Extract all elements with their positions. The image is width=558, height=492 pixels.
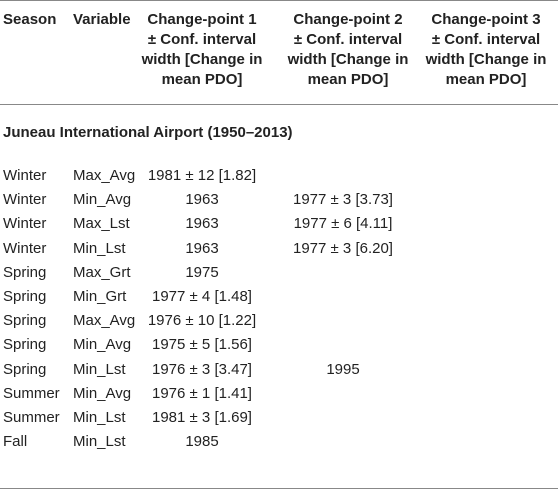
section-title: Juneau International Airport (1950–2013)	[3, 124, 293, 141]
cell-variable: Min_Grt	[73, 288, 127, 305]
cell-variable: Min_Avg	[73, 191, 132, 209]
cell-season: Spring	[3, 288, 47, 305]
cell-change-point-1: 1963	[185, 191, 219, 209]
cell-change-point-1: 1976 ± 3 [3.47]	[152, 360, 252, 378]
table-row: Fall Min_Lst 1985	[0, 430, 558, 454]
cell-season: Spring	[3, 360, 47, 378]
bottom-rule	[0, 488, 558, 489]
cell-variable: Min_Avg	[73, 336, 132, 354]
header-change-point-1: Change-point 1 ± Conf. interval width [C…	[141, 11, 263, 88]
cell-change-point-1: 1975 ± 5 [1.56]	[152, 336, 252, 354]
table-row: Winter Max_Lst 1963 1977 ± 6 [4.11]	[0, 212, 558, 236]
cell-change-point-1: 1981 ± 12 [1.82]	[147, 167, 257, 184]
cell-variable: Max_Avg	[73, 312, 136, 330]
cell-change-point-2: 1977 ± 6 [4.11]	[293, 215, 393, 233]
cell-variable: Max_Grt	[73, 263, 131, 281]
header-change-point-2: Change-point 2 ± Conf. interval width [C…	[287, 11, 409, 88]
cell-change-point-2: 1995	[326, 360, 360, 378]
cell-change-point-2: 1977 ± 3 [6.20]	[293, 239, 393, 257]
cell-variable: Max_Lst	[73, 215, 130, 233]
cell-season: Winter	[3, 191, 47, 209]
cell-variable: Min_Lst	[73, 360, 126, 378]
cell-change-point-1: 1976 ± 1 [1.41]	[152, 384, 252, 402]
table-row: Spring Min_Grt 1977 ± 4 [1.48]	[0, 285, 558, 309]
header-season: Season	[3, 11, 57, 28]
cell-variable: Min_Avg	[73, 384, 132, 402]
table-row: Winter Min_Avg 1963 1977 ± 3 [3.73]	[0, 188, 558, 212]
cell-change-point-1: 1975	[185, 263, 219, 281]
cell-season: Spring	[3, 336, 47, 354]
table-row: Winter Max_Avg 1981 ± 12 [1.82]	[0, 164, 558, 188]
cell-season: Spring	[3, 263, 47, 281]
cell-change-point-1: 1985	[185, 433, 219, 451]
cell-season: Winter	[3, 167, 47, 184]
cell-variable: Min_Lst	[73, 433, 126, 451]
cell-season: Spring	[3, 312, 47, 330]
table-row: Spring Max_Grt 1975	[0, 261, 558, 285]
table-row: Winter Min_Lst 1963 1977 ± 3 [6.20]	[0, 237, 558, 261]
cell-variable: Max_Avg	[73, 167, 136, 184]
header-change-point-3: Change-point 3 ± Conf. interval width [C…	[425, 11, 547, 88]
cell-change-point-1: 1977 ± 4 [1.48]	[152, 288, 252, 305]
cell-variable: Min_Lst	[73, 239, 126, 257]
header-variable: Variable	[73, 11, 131, 28]
table-row: Spring Min_Lst 1976 ± 3 [3.47] 1995	[0, 358, 558, 382]
cell-change-point-2: 1977 ± 3 [3.73]	[293, 191, 393, 209]
top-rule	[0, 0, 558, 1]
cell-season: Summer	[3, 409, 60, 426]
table-row: Summer Min_Avg 1976 ± 1 [1.41]	[0, 382, 558, 406]
cell-season: Summer	[3, 384, 60, 402]
cell-season: Fall	[3, 433, 28, 451]
cell-change-point-1: 1976 ± 10 [1.22]	[147, 312, 257, 330]
table-row: Summer Min_Lst 1981 ± 3 [1.69]	[0, 406, 558, 430]
cell-season: Winter	[3, 239, 47, 257]
cell-change-point-1: 1981 ± 3 [1.69]	[152, 409, 252, 426]
cell-variable: Min_Lst	[73, 409, 126, 426]
table-row: Spring Min_Avg 1975 ± 5 [1.56]	[0, 333, 558, 357]
table-row: Spring Max_Avg 1976 ± 10 [1.22]	[0, 309, 558, 333]
cell-change-point-1: 1963	[185, 215, 219, 233]
header-rule	[0, 104, 558, 105]
cell-season: Winter	[3, 215, 47, 233]
cell-change-point-1: 1963	[185, 239, 219, 257]
